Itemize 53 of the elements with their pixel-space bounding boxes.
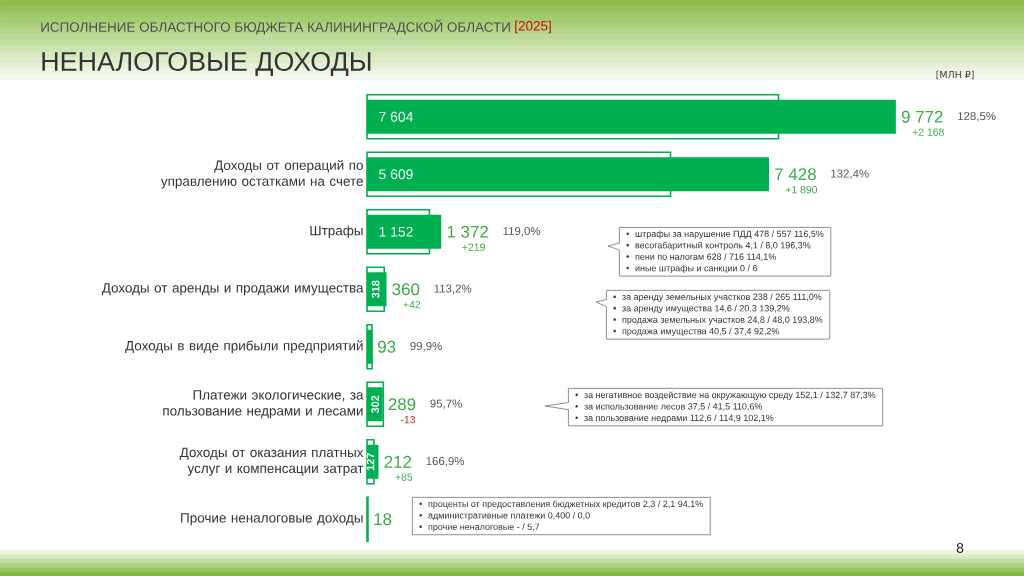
annotation: за негативное воздействие на окружающую среду 152,1 / 132,7 87,3% <box>584 391 876 400</box>
annotation: за пользование недрами 112,6 / 114,9 102,1% <box>584 414 774 423</box>
data-label: 7 428 <box>775 168 816 181</box>
y-tick-label: Доходы в виде прибыли предприятий <box>125 340 363 354</box>
data-label: 360 <box>392 283 420 296</box>
annotation: весогабаритный контроль 4,1 / 8,0 196,3% <box>635 241 811 251</box>
annotation: +85 <box>395 473 413 481</box>
text: [МЛН ₽] <box>936 70 974 80</box>
y-tick-label: Доходы от операций по управлению остатками на счете <box>160 159 363 189</box>
data-label: 1 152 <box>379 226 413 237</box>
annotation: прочие неналоговые - / 5,7 <box>428 523 540 532</box>
annotation: 132,4% <box>831 169 869 179</box>
text: +2 168 <box>912 128 944 136</box>
data-label: 18 <box>374 513 392 526</box>
data-label: 289 <box>388 398 416 411</box>
annotation: продажа земельных участков 24,8 / 48,0 193,8% <box>622 316 823 325</box>
annotation: за аренду имущества 14,6 / 20,3 139,2% <box>622 304 790 314</box>
y-tick-label: Штрафы <box>310 225 363 239</box>
annotation: 113,2% <box>434 284 472 294</box>
annotation: -13 <box>400 415 416 424</box>
data-label: 318 <box>371 280 380 299</box>
y-tick-label: Доходы от оказания платных услуг и компенсации затрат <box>179 447 364 476</box>
chart-title: НЕНАЛОГОВЫЕ ДОХОДЫ <box>42 51 371 77</box>
annotation: 95,7% <box>430 399 462 409</box>
annotation: иные штрафы и санкции 0 / 6 <box>635 264 758 274</box>
annotation: проценты от предоставления бюджетных кредитов 2,3 / 2,1 94,1% <box>428 500 703 509</box>
annotation: штрафы за нарушение ПДД 478 / 557 116,5% <box>635 230 824 239</box>
y-tick-label: Платежи экологические, за пользование недрами и лесами <box>163 390 364 419</box>
data-label: 5 609 <box>379 169 413 180</box>
text: 8 <box>956 543 964 553</box>
annotation: +1 890 <box>785 185 818 194</box>
annotation: за аренду земельных участков 238 / 265 111,0% <box>622 293 822 302</box>
text: [2025] <box>515 20 551 34</box>
data-label: 93 <box>378 340 396 353</box>
data-label: 7 604 <box>379 111 413 122</box>
annotation: 99,9% <box>410 342 442 352</box>
y-tick-label: Доходы от аренды и продажи имущества <box>101 283 364 296</box>
data-label: 127 <box>366 453 375 471</box>
data-label: 9 772 <box>901 110 943 123</box>
chart-subtitle: ИСПОЛНЕНИЕ ОБЛАСТНОГО БЮДЖЕТА КАЛИНИНГРАДСКОЙ ОБЛАСТИ <box>41 19 510 35</box>
data-label: 302 <box>371 395 380 414</box>
annotation: пени по налогам 628 / 716 114,1% <box>635 253 776 261</box>
annotation: административные платежи 0,400 / 0,0 <box>428 511 590 521</box>
y-tick-label: Прочие неналоговые доходы <box>181 513 363 526</box>
annotation: продажа имущества 40,5 / 37,4 92,2% <box>622 327 780 337</box>
annotation: +42 <box>403 300 421 309</box>
annotation: 119,0% <box>503 227 541 237</box>
text: 128,5% <box>958 112 996 122</box>
annotation: +219 <box>462 243 485 251</box>
data-label: 212 <box>384 455 412 468</box>
annotation: 166,9% <box>426 457 465 467</box>
annotation: за использование лесов 37,5 / 41,5 110,6% <box>584 402 763 411</box>
data-label: 1 372 <box>447 225 488 238</box>
